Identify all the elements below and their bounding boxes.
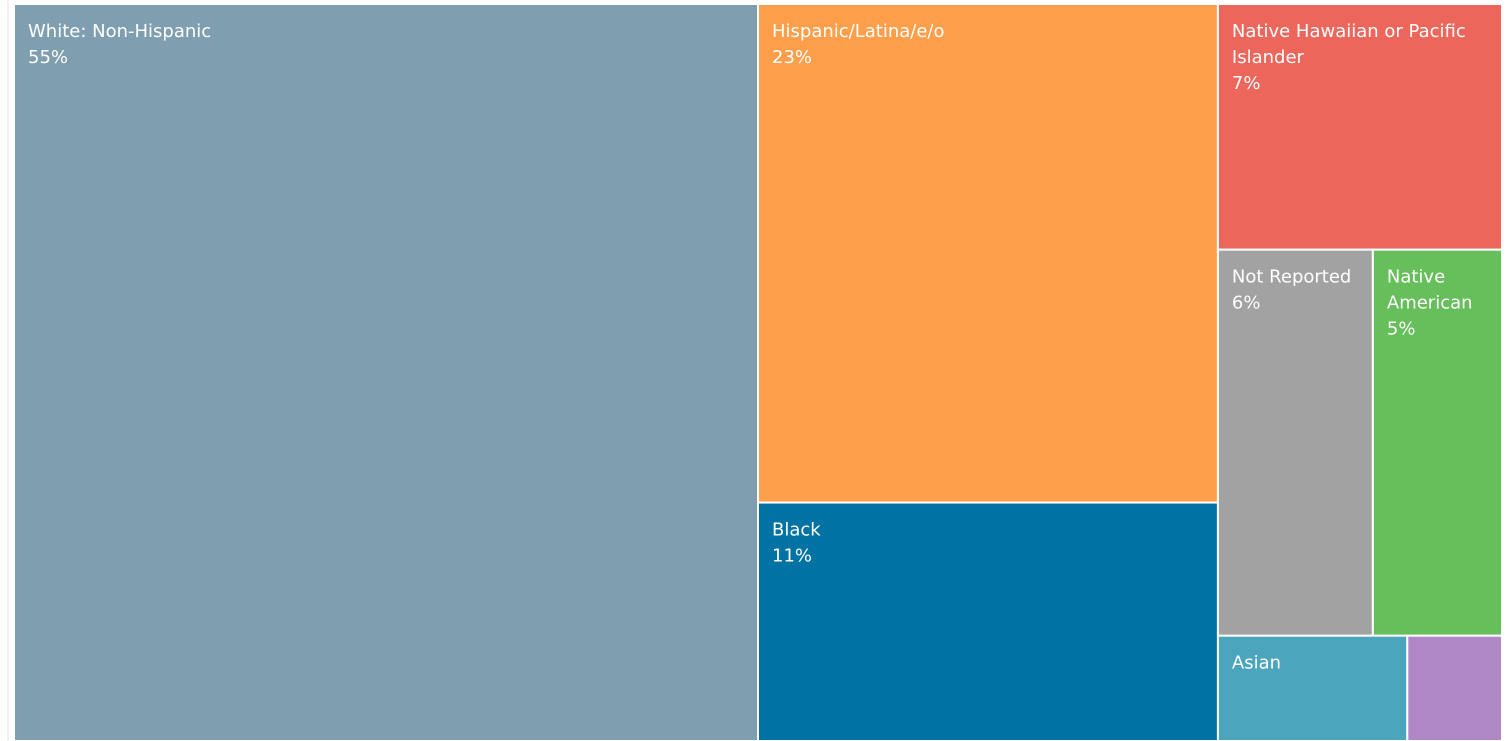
tile <box>1371 248 1503 637</box>
tile-value: 23% <box>772 47 812 68</box>
label-line: Not Reported <box>1232 266 1351 287</box>
tile-value: 11% <box>772 545 812 566</box>
label-line: Native <box>1387 266 1445 287</box>
label-line: American <box>1387 292 1473 313</box>
tile-label: White: Non-Hispanic <box>28 21 211 42</box>
label-line: Islander <box>1232 47 1305 68</box>
label-line: Black <box>772 519 821 540</box>
label-line: White: Non-Hispanic <box>28 21 211 42</box>
tile <box>13 3 759 741</box>
tile-label: Not Reported <box>1232 266 1351 287</box>
tile <box>757 3 1219 504</box>
tile-label: Native American <box>1387 266 1473 313</box>
tile-value: 6% <box>1232 292 1261 313</box>
tile-label: Asian <box>1232 653 1281 674</box>
tile-value: 5% <box>1387 318 1416 339</box>
tile <box>1406 634 1503 741</box>
tile-value: 55% <box>28 47 68 68</box>
tile-label: Native Hawaiian or Pacific Islander <box>1232 21 1466 68</box>
tile <box>1216 248 1374 637</box>
tile <box>1216 634 1409 741</box>
tile-value: 7% <box>1232 73 1261 94</box>
tile <box>757 501 1219 741</box>
label-line: Asian <box>1232 653 1281 674</box>
tile-label: Black <box>772 519 821 540</box>
label-line: Hispanic/Latina/e/o <box>772 21 945 42</box>
label-line: Native Hawaiian or Pacific <box>1232 21 1466 42</box>
tile-label: Hispanic/Latina/e/o <box>772 21 945 42</box>
